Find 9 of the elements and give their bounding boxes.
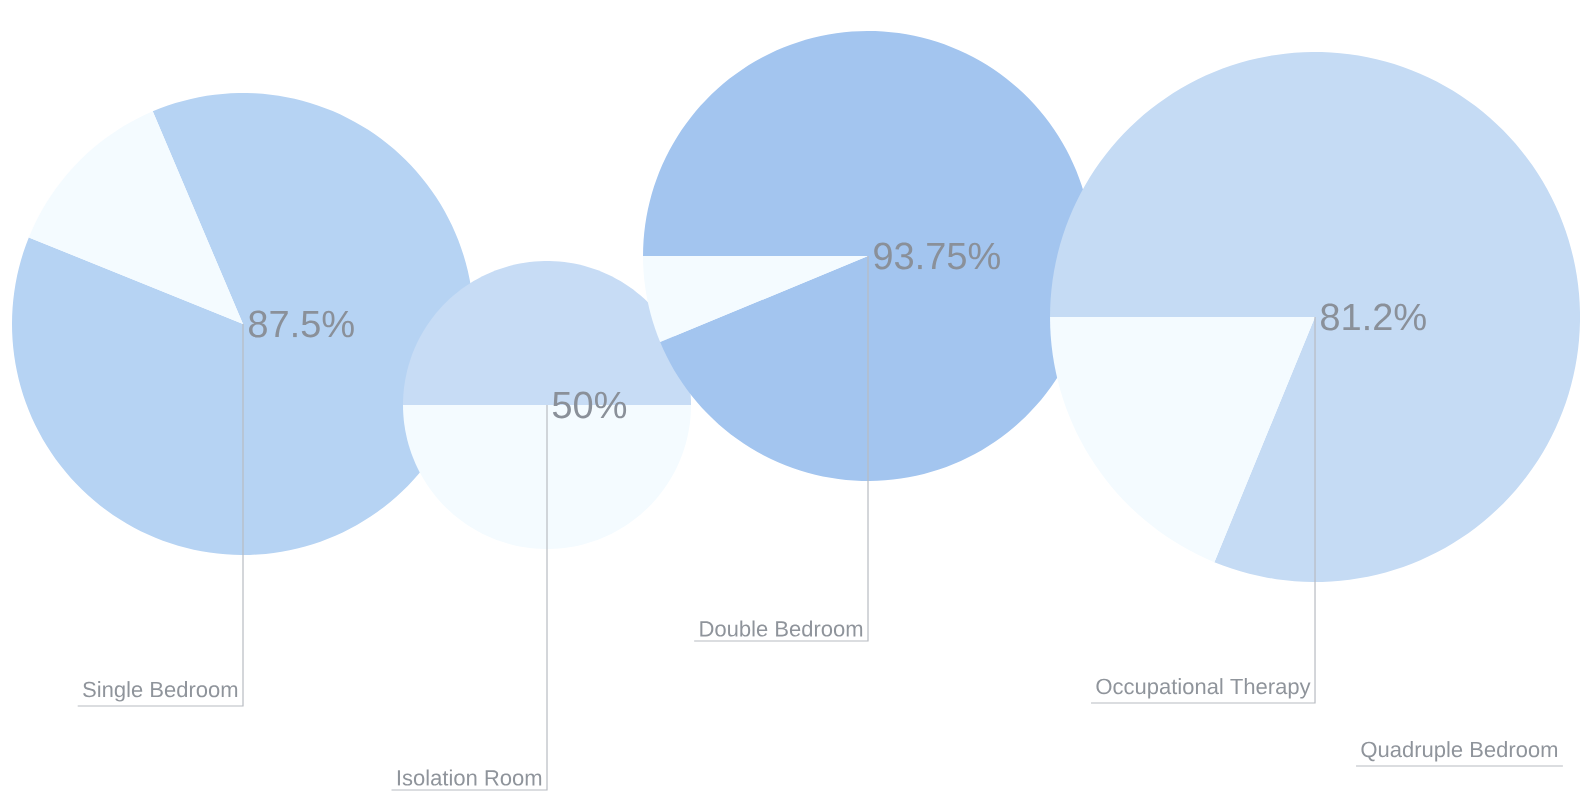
data-label: 81.2% [1321, 303, 1426, 331]
text: Single Bedroom [83, 681, 238, 702]
text: Double Bedroom [700, 620, 863, 637]
data-label: 93.75% [874, 242, 1000, 270]
text: Quadruple Bedroom [1361, 741, 1558, 762]
text: Isolation Room [397, 769, 542, 786]
data-label: 50% [552, 391, 627, 419]
data-label: 87.5% [249, 310, 354, 338]
text: Occupational Therapy [1096, 678, 1311, 699]
